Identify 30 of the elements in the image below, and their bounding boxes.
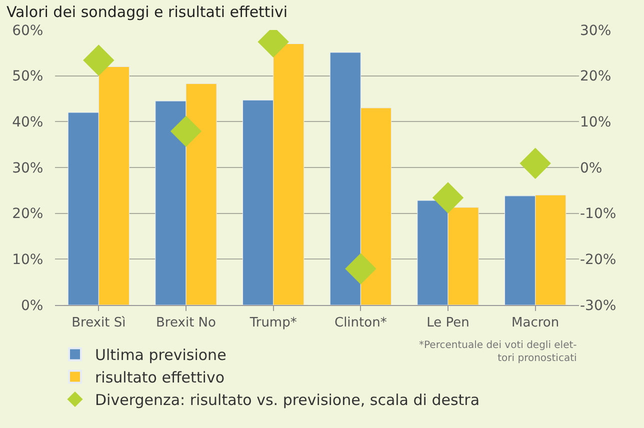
point — [432, 182, 464, 214]
point — [83, 44, 114, 76]
point — [170, 116, 202, 147]
y2-tick-label: -20% — [580, 252, 616, 268]
y-tick-label: 10% — [12, 252, 44, 268]
y2-tick-label: 30% — [580, 22, 612, 39]
y-tick-label: 40% — [12, 114, 44, 131]
y-tick-label: 30% — [12, 160, 44, 176]
y2-tick-label: -30% — [580, 298, 616, 314]
y-tick-label: 0% — [20, 298, 44, 314]
legend-label: risultato effettivo — [95, 368, 224, 387]
y2-tick-label: 0% — [580, 160, 602, 176]
x-tick-label: Trump* — [248, 316, 298, 331]
y2-tick-label: 20% — [580, 68, 612, 85]
x-tick-label: Brexit No — [156, 316, 216, 331]
x-tick-label: Clinton* — [334, 316, 388, 331]
legend-label: Ultima previsione — [95, 346, 226, 364]
x-tick-label: Macron — [512, 316, 560, 331]
legend-label: Divergenza: risultato vs. previsione, scala di destra — [95, 391, 480, 410]
x-tick-label: Le Pen — [426, 316, 470, 331]
y-tick-label: 20% — [12, 206, 44, 222]
chart-title: Valori dei sondaggi e risultati effettivi — [6, 2, 288, 21]
text: *Percentuale dei voti degli elet- tori pronosticati — [419, 340, 578, 364]
y2-tick-label: 10% — [580, 114, 612, 131]
point — [345, 253, 376, 284]
y2-tick-label: -10% — [580, 206, 616, 222]
y-tick-label: 60% — [12, 22, 44, 39]
point — [520, 148, 551, 179]
x-tick-label: Brexit Sì — [72, 316, 126, 331]
y-tick-label: 50% — [12, 68, 44, 85]
